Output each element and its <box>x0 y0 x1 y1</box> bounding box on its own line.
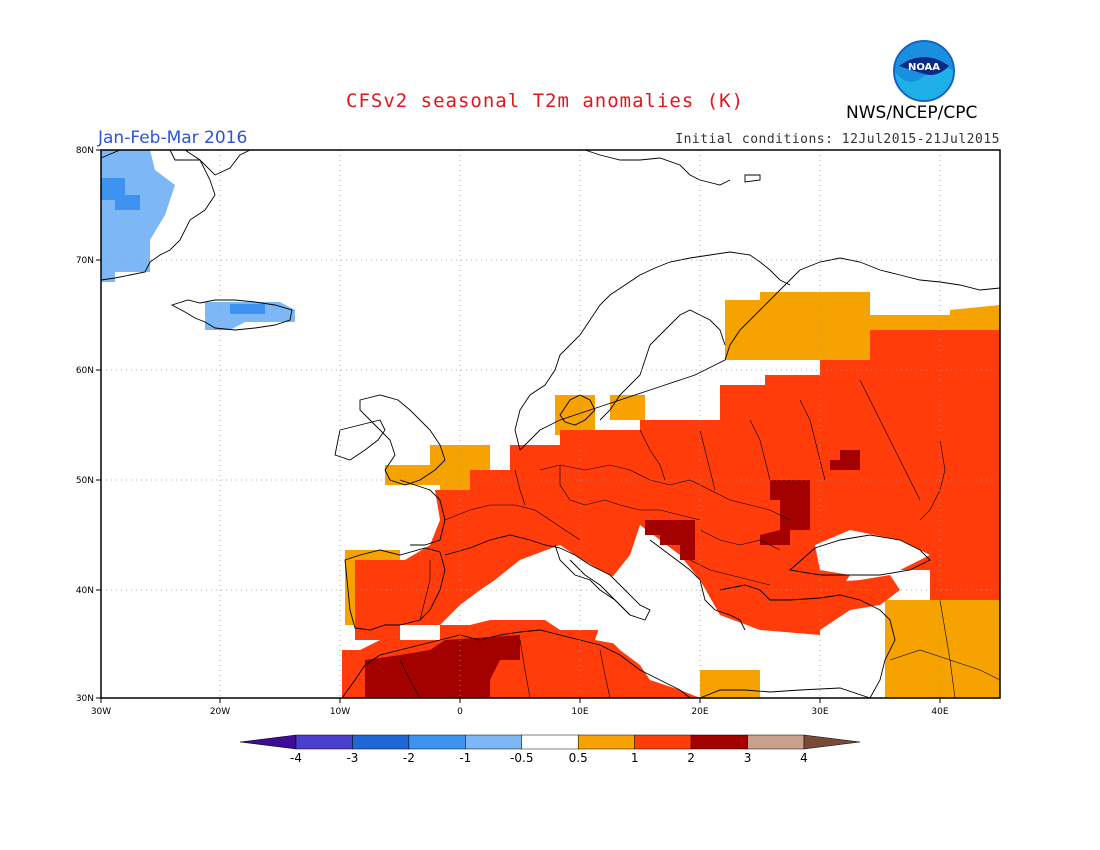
lat-label: 70N <box>76 256 94 266</box>
warm-anomaly-darkred-ukraine <box>830 450 860 470</box>
lon-label: 10W <box>330 707 350 717</box>
lon-label: 30W <box>91 707 111 717</box>
lon-label: 40E <box>931 707 948 717</box>
warm-anomaly-darkred-africa <box>365 635 520 698</box>
lon-label: 30E <box>811 707 828 717</box>
mediterranean-mask <box>460 545 885 670</box>
warm-anomaly-orange-africa <box>700 670 760 698</box>
country-borders <box>399 379 1001 699</box>
warm-anomaly-darkred-balkans <box>645 520 695 560</box>
chart-title: CFSv2 seasonal T2m anomalies (K) <box>346 90 745 112</box>
lon-label: 0 <box>457 707 463 717</box>
warm-anomaly-orange-se <box>885 600 1000 698</box>
warm-anomaly-red-turkey <box>790 575 900 630</box>
map-frame <box>100 149 1001 699</box>
lon-label: 20E <box>691 707 708 717</box>
lat-label: 80N <box>76 146 94 156</box>
initial-conditions: Initial conditions: 12Jul2015-21Jul2015 <box>675 132 1000 147</box>
noaa-logo-icon: NOAA <box>893 40 955 102</box>
black-sea-mask <box>815 530 930 575</box>
latitude-axis: 30N 40N 50N 60N 70N 80N <box>76 146 101 704</box>
warm-anomaly-darkred-romania <box>760 480 810 545</box>
longitude-axis: 30W 20W 10W 0 10E 20E 30E 40E <box>91 698 949 717</box>
neg-anomaly-iceland-core <box>230 304 265 314</box>
noaa-logo-text: NOAA <box>908 62 940 73</box>
lat-label: 40N <box>76 586 94 596</box>
forecast-period: Jan-Feb-Mar 2016 <box>98 128 248 148</box>
neg-anomaly-greenland <box>101 150 175 282</box>
coastlines <box>100 149 1001 699</box>
agency-label: NWS/NCEP/CPC <box>846 103 978 123</box>
lon-label: 10E <box>571 707 588 717</box>
lon-label: 20W <box>210 707 230 717</box>
lat-label: 60N <box>76 366 94 376</box>
warm-anomaly-orange-scand <box>610 395 645 420</box>
anomaly-fields <box>101 150 1000 698</box>
sea-masks <box>460 530 930 670</box>
neg-anomaly-iceland <box>205 302 295 330</box>
neg-anomaly-greenland-core <box>101 178 140 210</box>
lat-label: 30N <box>76 694 94 704</box>
lat-label: 50N <box>76 476 94 486</box>
